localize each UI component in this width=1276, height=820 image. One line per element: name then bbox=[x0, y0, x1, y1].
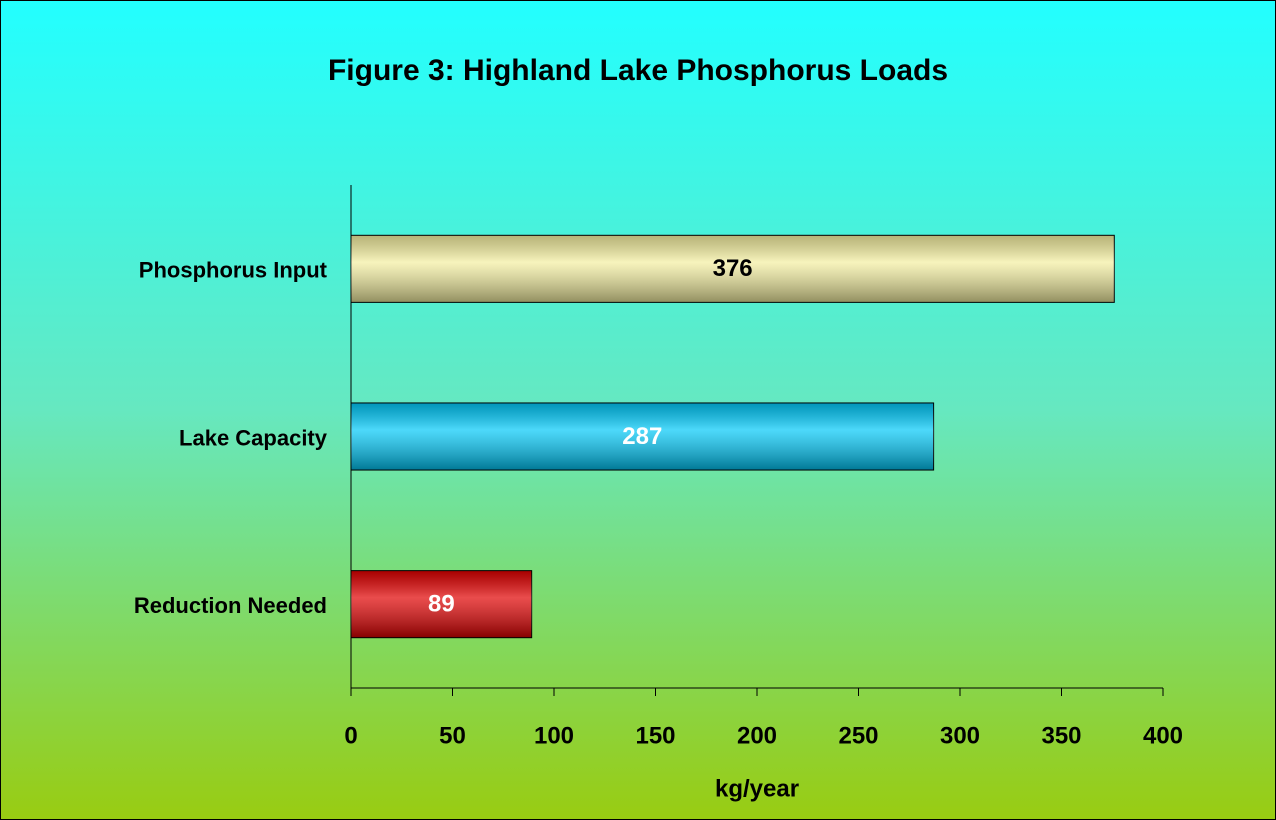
x-tick-label: 100 bbox=[534, 722, 574, 749]
data-label: 376 bbox=[713, 255, 753, 282]
x-tick-label: 350 bbox=[1041, 722, 1081, 749]
x-tick-label: 400 bbox=[1143, 722, 1183, 749]
data-label: 287 bbox=[622, 423, 662, 450]
y-tick-label: Reduction Needed bbox=[134, 593, 327, 618]
x-tick-label: 250 bbox=[838, 722, 878, 749]
x-tick-label: 300 bbox=[940, 722, 980, 749]
data-label: 89 bbox=[428, 591, 455, 618]
x-tick-label: 150 bbox=[635, 722, 675, 749]
x-axis-label: kg/year bbox=[715, 775, 799, 802]
x-tick-label: 0 bbox=[344, 722, 357, 749]
chart-title: Figure 3: Highland Lake Phosphorus Loads bbox=[328, 54, 948, 87]
y-tick-label: Lake Capacity bbox=[179, 425, 328, 450]
y-tick-label: Phosphorus Input bbox=[139, 258, 328, 283]
x-tick-label: 50 bbox=[439, 722, 466, 749]
x-tick-label: 200 bbox=[737, 722, 777, 749]
